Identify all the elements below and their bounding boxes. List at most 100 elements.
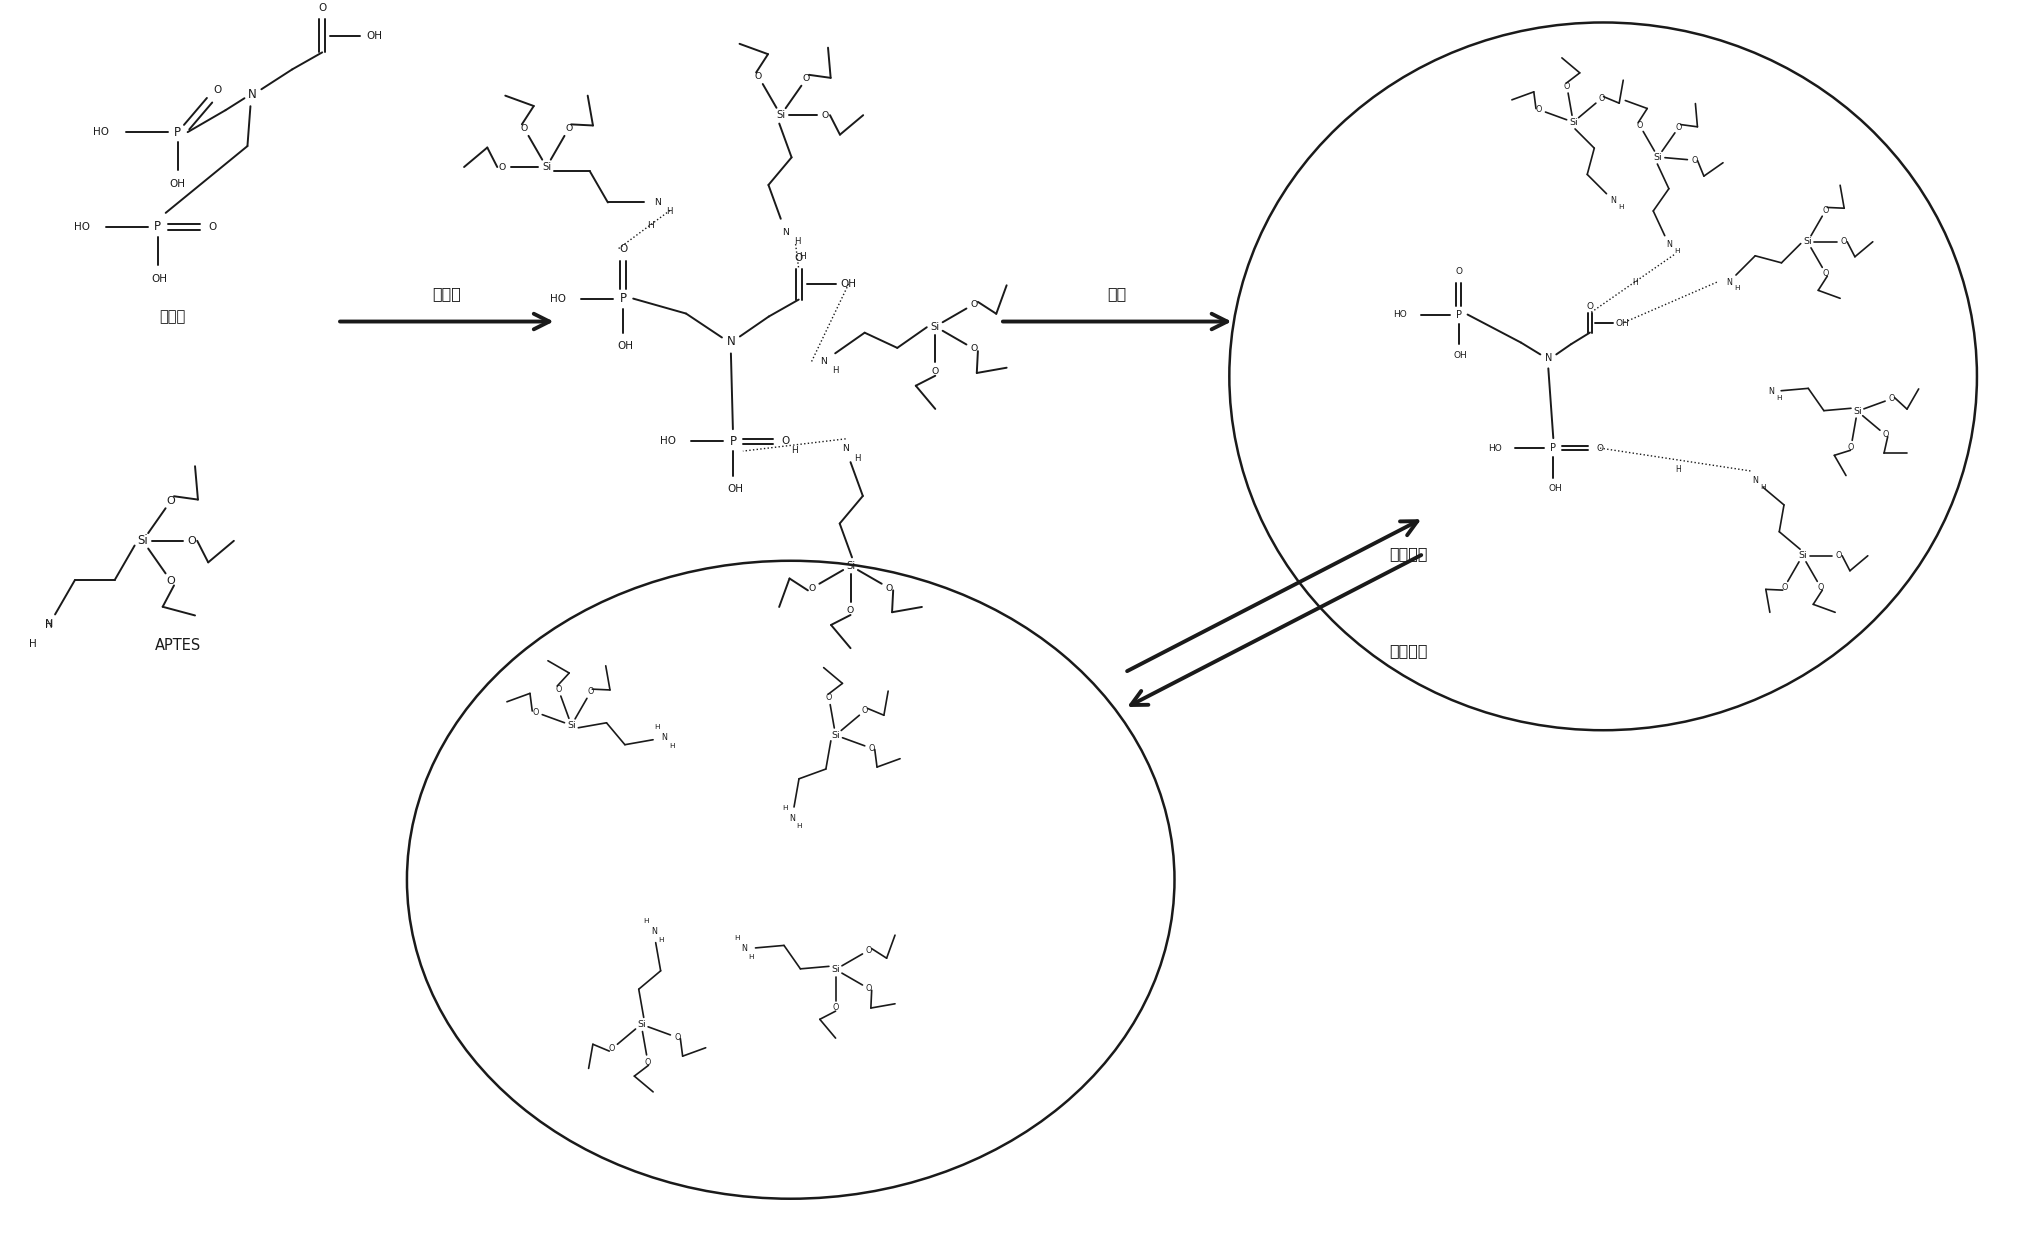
Text: O: O bbox=[187, 536, 197, 546]
Text: Si: Si bbox=[1851, 407, 1861, 415]
Text: N: N bbox=[788, 813, 795, 823]
Text: H: H bbox=[1617, 205, 1624, 210]
Text: N: N bbox=[841, 444, 849, 454]
Text: H: H bbox=[1672, 248, 1678, 254]
Text: O: O bbox=[795, 253, 803, 263]
Text: H: H bbox=[1760, 484, 1766, 490]
Text: O: O bbox=[675, 1033, 681, 1042]
Text: N: N bbox=[1725, 278, 1731, 286]
Text: O: O bbox=[866, 985, 872, 993]
Text: Si: Si bbox=[543, 162, 551, 172]
Text: O: O bbox=[167, 496, 175, 506]
Text: O: O bbox=[520, 124, 528, 133]
Text: O: O bbox=[1780, 583, 1786, 591]
Text: O: O bbox=[1882, 430, 1888, 439]
Text: O: O bbox=[754, 72, 762, 81]
Text: Si: Si bbox=[567, 720, 575, 730]
Text: HO: HO bbox=[660, 436, 677, 446]
Text: N: N bbox=[1544, 353, 1550, 363]
Text: H: H bbox=[853, 454, 860, 463]
Text: P: P bbox=[1455, 310, 1461, 320]
Text: 增甘膚: 增甘膚 bbox=[158, 309, 185, 324]
Text: P: P bbox=[1550, 443, 1557, 453]
Text: O: O bbox=[532, 708, 538, 717]
Text: H: H bbox=[797, 823, 803, 830]
Text: H: H bbox=[734, 935, 740, 941]
Text: Si: Si bbox=[636, 1019, 646, 1029]
Text: O: O bbox=[803, 74, 809, 83]
Text: Si: Si bbox=[1652, 153, 1662, 161]
Text: N: N bbox=[650, 926, 656, 936]
Text: OH: OH bbox=[1548, 485, 1561, 494]
Text: O: O bbox=[1821, 206, 1829, 215]
Text: OH: OH bbox=[366, 31, 382, 41]
Text: OH: OH bbox=[727, 484, 742, 494]
Text: N: N bbox=[1609, 196, 1615, 206]
Text: O: O bbox=[886, 584, 892, 593]
Text: N: N bbox=[1752, 476, 1758, 485]
Text: O: O bbox=[587, 687, 593, 697]
Text: H: H bbox=[666, 207, 673, 217]
Text: Si: Si bbox=[1798, 552, 1806, 560]
Text: O: O bbox=[969, 300, 977, 309]
Text: N: N bbox=[1768, 387, 1774, 396]
Text: O: O bbox=[317, 2, 327, 12]
Text: Si: Si bbox=[845, 560, 855, 570]
Text: H: H bbox=[1733, 285, 1739, 291]
Text: H: H bbox=[782, 805, 786, 811]
Text: H: H bbox=[748, 954, 754, 960]
Text: 再次结合: 再次结合 bbox=[1388, 644, 1426, 658]
Text: H: H bbox=[831, 367, 837, 376]
Text: N: N bbox=[248, 88, 256, 100]
Text: HO: HO bbox=[551, 294, 567, 304]
Text: O: O bbox=[644, 1058, 650, 1066]
Text: N: N bbox=[1666, 241, 1670, 249]
Text: P: P bbox=[729, 435, 736, 448]
Text: N: N bbox=[819, 357, 827, 366]
Text: O: O bbox=[1888, 394, 1894, 403]
Text: Si: Si bbox=[1569, 118, 1577, 126]
Text: H: H bbox=[646, 221, 654, 231]
Text: Si: Si bbox=[831, 730, 839, 740]
Text: O: O bbox=[1821, 269, 1829, 278]
Text: O: O bbox=[1691, 156, 1697, 165]
Text: N: N bbox=[660, 733, 666, 743]
Text: P: P bbox=[620, 293, 626, 305]
Text: O: O bbox=[167, 577, 175, 587]
Text: O: O bbox=[931, 367, 939, 376]
Text: H: H bbox=[1674, 465, 1680, 474]
Text: Si: Si bbox=[831, 965, 839, 973]
Text: O: O bbox=[555, 684, 561, 693]
Text: H: H bbox=[792, 237, 801, 246]
Text: Si: Si bbox=[1802, 237, 1811, 247]
Text: O: O bbox=[847, 606, 853, 615]
Text: O: O bbox=[862, 706, 868, 715]
Text: OH: OH bbox=[1453, 351, 1467, 360]
Text: HO: HO bbox=[73, 222, 89, 232]
Text: O: O bbox=[1847, 443, 1853, 451]
Text: O: O bbox=[565, 124, 573, 133]
Text: O: O bbox=[209, 222, 217, 232]
Text: N: N bbox=[45, 620, 53, 630]
Text: P: P bbox=[175, 125, 181, 139]
Text: Si: Si bbox=[138, 534, 148, 547]
Text: H: H bbox=[45, 620, 53, 630]
Text: Si: Si bbox=[776, 110, 784, 120]
Text: 去除模板: 去除模板 bbox=[1388, 546, 1426, 560]
Text: H: H bbox=[1632, 279, 1638, 288]
Text: N: N bbox=[654, 198, 660, 207]
Text: P: P bbox=[154, 221, 161, 233]
Text: O: O bbox=[1534, 105, 1542, 114]
Text: O: O bbox=[780, 436, 790, 446]
Text: H: H bbox=[654, 724, 660, 730]
Text: 预聚合: 预聚合 bbox=[433, 286, 461, 301]
Text: O: O bbox=[821, 110, 829, 120]
Text: O: O bbox=[1835, 552, 1841, 560]
Text: O: O bbox=[1674, 123, 1680, 131]
Text: N: N bbox=[742, 945, 746, 954]
Text: OH: OH bbox=[152, 274, 169, 284]
Text: OH: OH bbox=[169, 179, 185, 188]
Text: H: H bbox=[669, 743, 675, 749]
Text: O: O bbox=[1455, 267, 1461, 277]
Text: OH: OH bbox=[1615, 319, 1628, 327]
